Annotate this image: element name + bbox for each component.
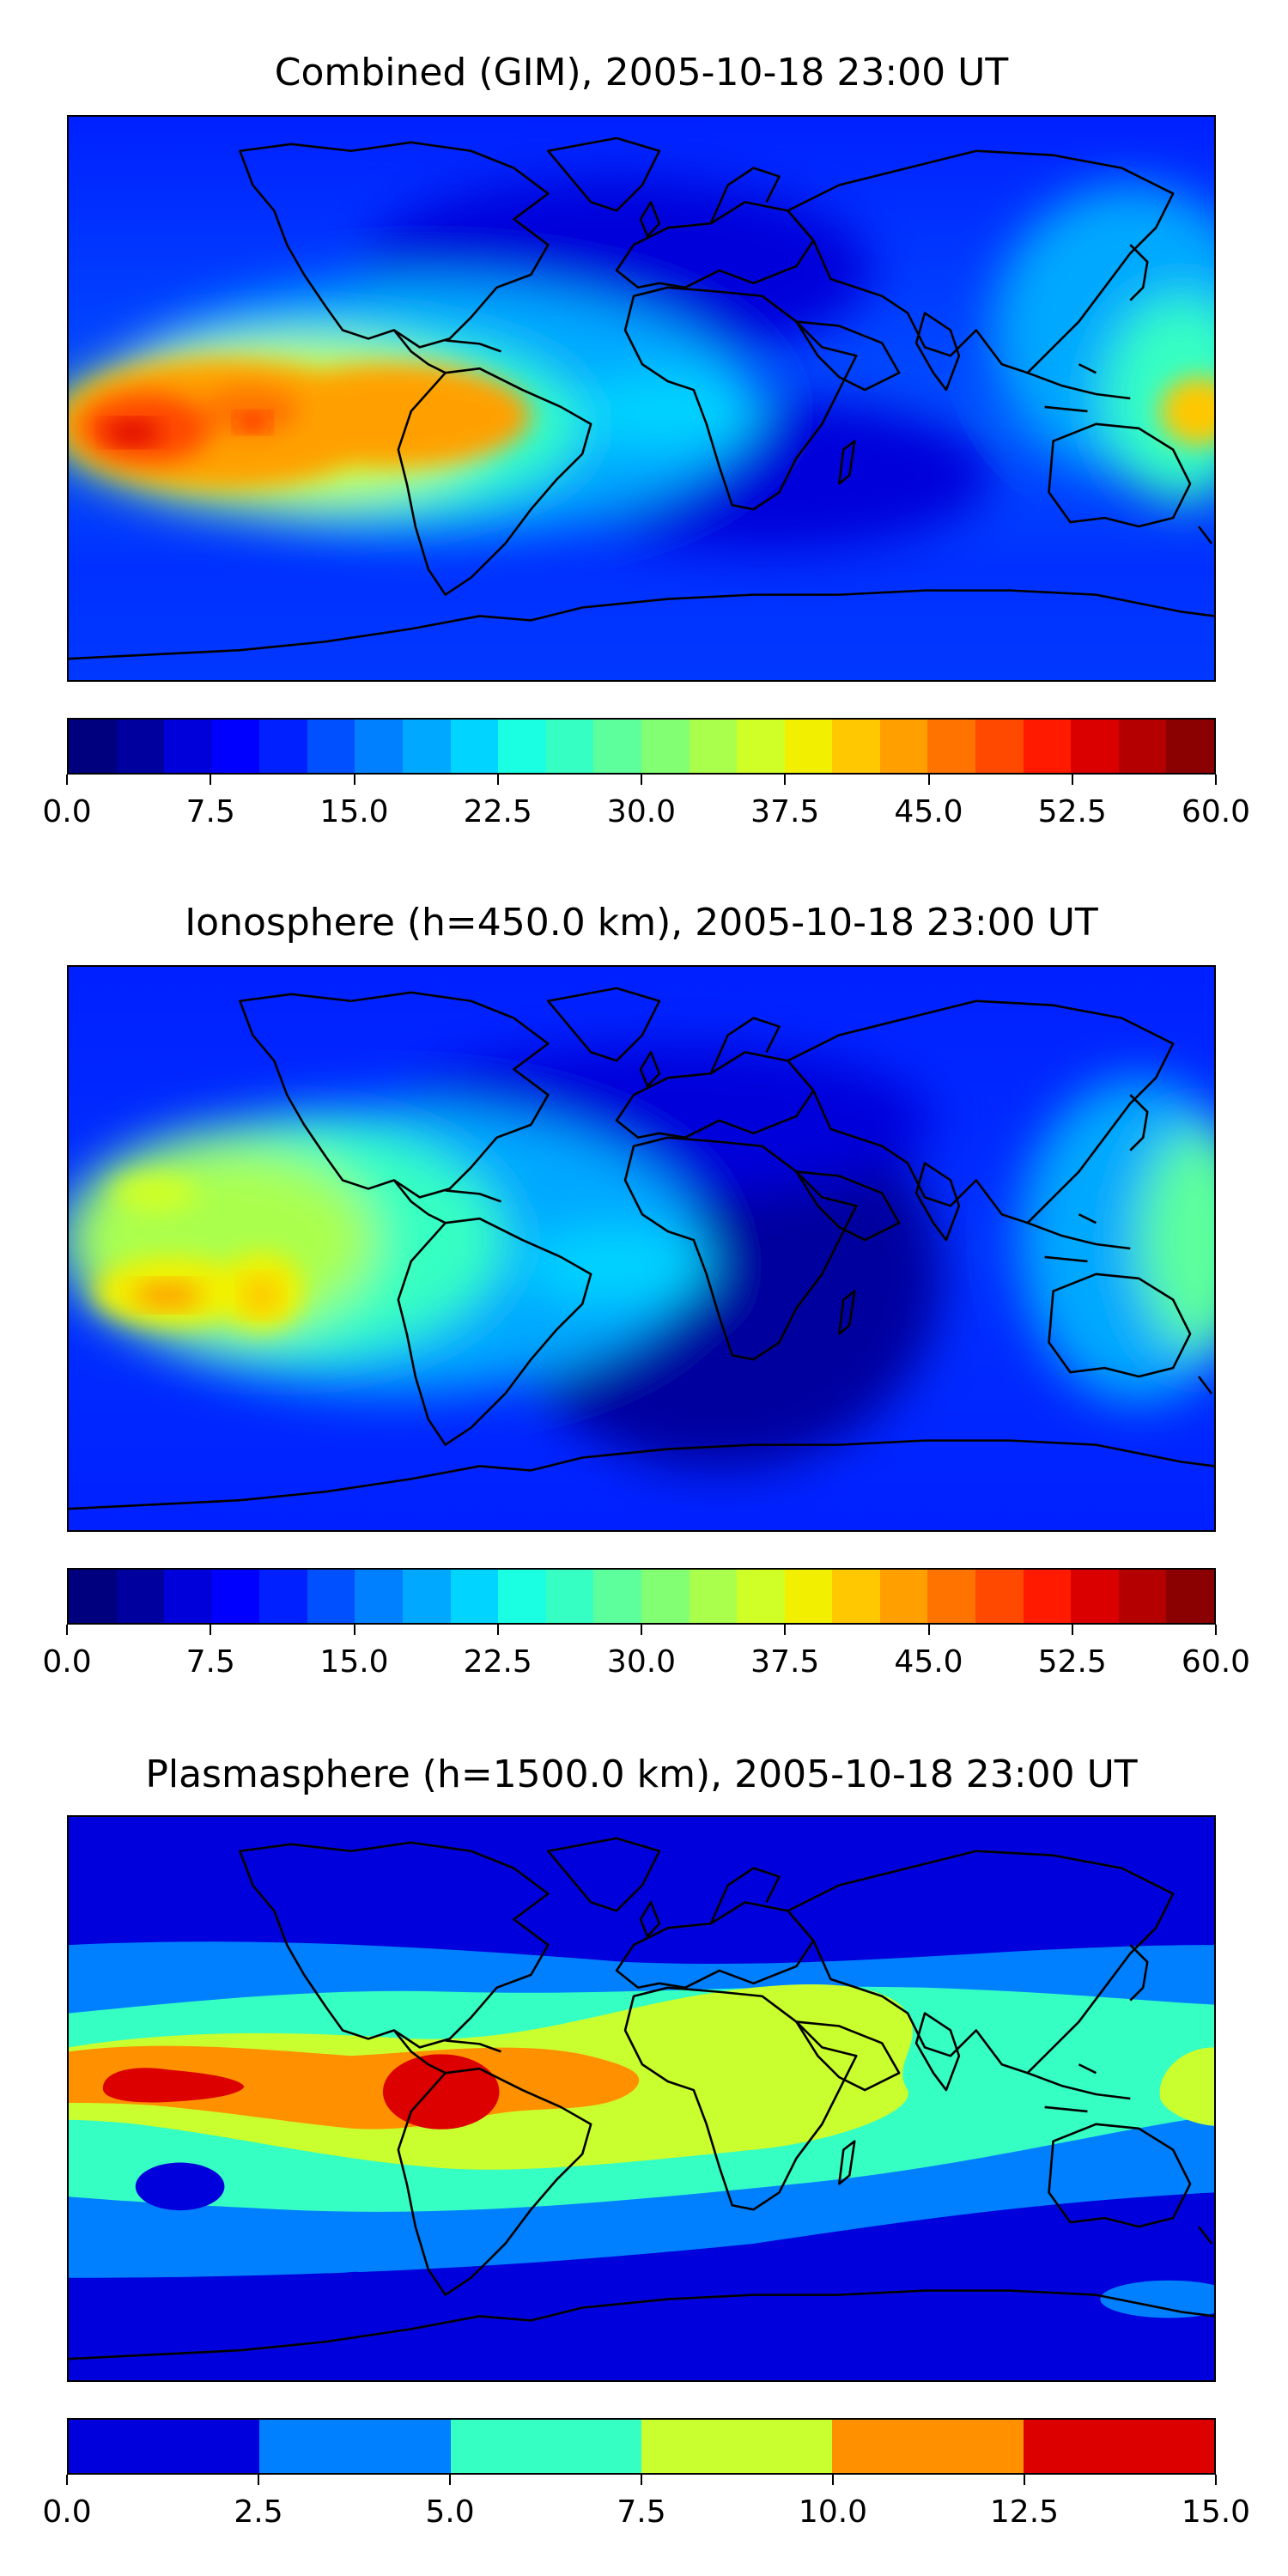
cbar-3-tick-label: 0.0 [42, 2494, 92, 2530]
colorbar-segment [259, 1570, 307, 1623]
colorbar-segment [259, 2420, 451, 2473]
colorbar-segment [1166, 1570, 1214, 1623]
colorbar-segment [879, 720, 928, 773]
cbar-3-tick-label: 2.5 [234, 2494, 283, 2530]
colorbar-segment [307, 1570, 355, 1623]
colorbar-segment [1166, 720, 1214, 773]
cbar-1-tick-label: 22.5 [463, 794, 532, 829]
panel-2-colorbar-ticks: 0.0 7.5 15.0 22.5 30.0 37.5 45.0 52.5 60… [42, 1625, 1250, 1680]
cbar-2-tick-label: 45.0 [894, 1644, 963, 1680]
cbar-3-tick-label: 5.0 [425, 2494, 475, 2530]
panel-1-peaks [69, 360, 1214, 489]
panel-2-map [67, 965, 1216, 1532]
cbar-1-tick-label: 15.0 [319, 794, 389, 829]
colorbar-segment [307, 720, 355, 773]
colorbar-segment [403, 720, 451, 773]
colorbar-segment [498, 720, 546, 773]
colorbar-segment [1071, 720, 1119, 773]
colorbar-segment [259, 720, 307, 773]
colorbar-segment [1118, 1570, 1167, 1623]
colorbar-segment [545, 720, 594, 773]
cbar-2-tick-label: 52.5 [1037, 1644, 1107, 1680]
cbar-2-tick-label: 30.0 [606, 1644, 677, 1680]
colorbar-segment [211, 720, 260, 773]
cbar-2-tick-label: 60.0 [1181, 1644, 1251, 1680]
colorbar-segment [641, 2420, 833, 2473]
colorbar-segment [784, 1570, 833, 1623]
colorbar-segment [355, 720, 404, 773]
colorbar-segment [975, 1570, 1024, 1623]
colorbar-segment [69, 1570, 117, 1623]
cbar-1-tick-label: 37.5 [750, 794, 820, 829]
colorbar-segment [689, 1570, 738, 1623]
colorbar-segment [975, 720, 1024, 773]
cbar-1-tick-label: 52.5 [1037, 794, 1107, 829]
colorbar-segment [545, 1570, 594, 1623]
cbar-2-tick-label: 0.0 [42, 1644, 92, 1680]
cbar-1-tick-label: 0.0 [42, 794, 92, 829]
colorbar-segment [69, 2420, 260, 2473]
colorbar-segment [832, 1570, 880, 1623]
panel-3-field [69, 1817, 1214, 2380]
cbar-3-tick-label: 7.5 [617, 2494, 666, 2530]
cbar-2-tick-label: 7.5 [185, 1644, 235, 1680]
panel-2-title: Ionosphere (h=450.0 km), 2005-10-18 23:0… [185, 901, 1098, 945]
cbar-1-tick-label: 60.0 [1181, 794, 1251, 829]
panel-1-map [67, 115, 1216, 682]
colorbar-segment [689, 720, 738, 773]
cbar-3-tick-label: 12.5 [989, 2494, 1060, 2530]
colorbar-segment [593, 1570, 641, 1623]
panel-1-field [69, 117, 1214, 680]
panel-3-map [67, 1815, 1216, 2382]
cbar-1-tick-label: 45.0 [894, 794, 963, 829]
cbar-2-tick-label: 22.5 [463, 1644, 532, 1680]
colorbar-segment [641, 720, 690, 773]
colorbar-segment [1118, 720, 1167, 773]
cbar-3-tick-label: 10.0 [798, 2494, 868, 2530]
panel-3-title: Plasmasphere (h=1500.0 km), 2005-10-18 2… [145, 1753, 1138, 1796]
colorbar-segment [593, 720, 641, 773]
cbar-1-tick-label: 30.0 [606, 794, 677, 829]
cbar-2-tick-label: 37.5 [750, 1644, 820, 1680]
panel-1-colorbar [67, 718, 1216, 775]
panel-3-colorbar [67, 2418, 1216, 2475]
colorbar-segment [1023, 720, 1072, 773]
panel-1-colorbar-ticks: 0.0 7.5 15.0 22.5 30.0 37.5 45.0 52.5 60… [42, 775, 1250, 829]
cbar-2-tick-label: 15.0 [319, 1644, 389, 1680]
colorbar-segment [1023, 2420, 1214, 2473]
colorbar-segment [450, 2420, 641, 2473]
panel-2-field [69, 967, 1214, 1530]
colorbar-segment [355, 1570, 404, 1623]
colorbar-segment [737, 1570, 785, 1623]
colorbar-segment [450, 720, 499, 773]
colorbar-segment [879, 1570, 928, 1623]
colorbar-segment [403, 1570, 451, 1623]
colorbar-segment [164, 1570, 212, 1623]
colorbar-segment [832, 2420, 1024, 2473]
colorbar-segment [450, 1570, 499, 1623]
colorbar-segment [69, 720, 117, 773]
colorbar-segment [1071, 1570, 1119, 1623]
colorbar-segment [498, 1570, 546, 1623]
colorbar-segment [737, 720, 785, 773]
colorbar-segment [211, 1570, 260, 1623]
colorbar-segment [641, 1570, 690, 1623]
colorbar-segment [832, 720, 880, 773]
colorbar-segment [1023, 1570, 1072, 1623]
panel-2-colorbar [67, 1568, 1216, 1625]
cbar-3-tick-label: 15.0 [1181, 2494, 1251, 2530]
colorbar-segment [927, 720, 975, 773]
panel-1-title: Combined (GIM), 2005-10-18 23:00 UT [274, 51, 1009, 94]
colorbar-segment [164, 720, 212, 773]
colorbar-segment [784, 720, 833, 773]
colorbar-segment [116, 1570, 165, 1623]
colorbar-segment [116, 720, 165, 773]
colorbar-segment [927, 1570, 975, 1623]
panel-3-colorbar-ticks: 0.0 2.5 5.0 7.5 10.0 12.5 15.0 [42, 2475, 1250, 2530]
cbar-1-tick-label: 7.5 [185, 794, 235, 829]
